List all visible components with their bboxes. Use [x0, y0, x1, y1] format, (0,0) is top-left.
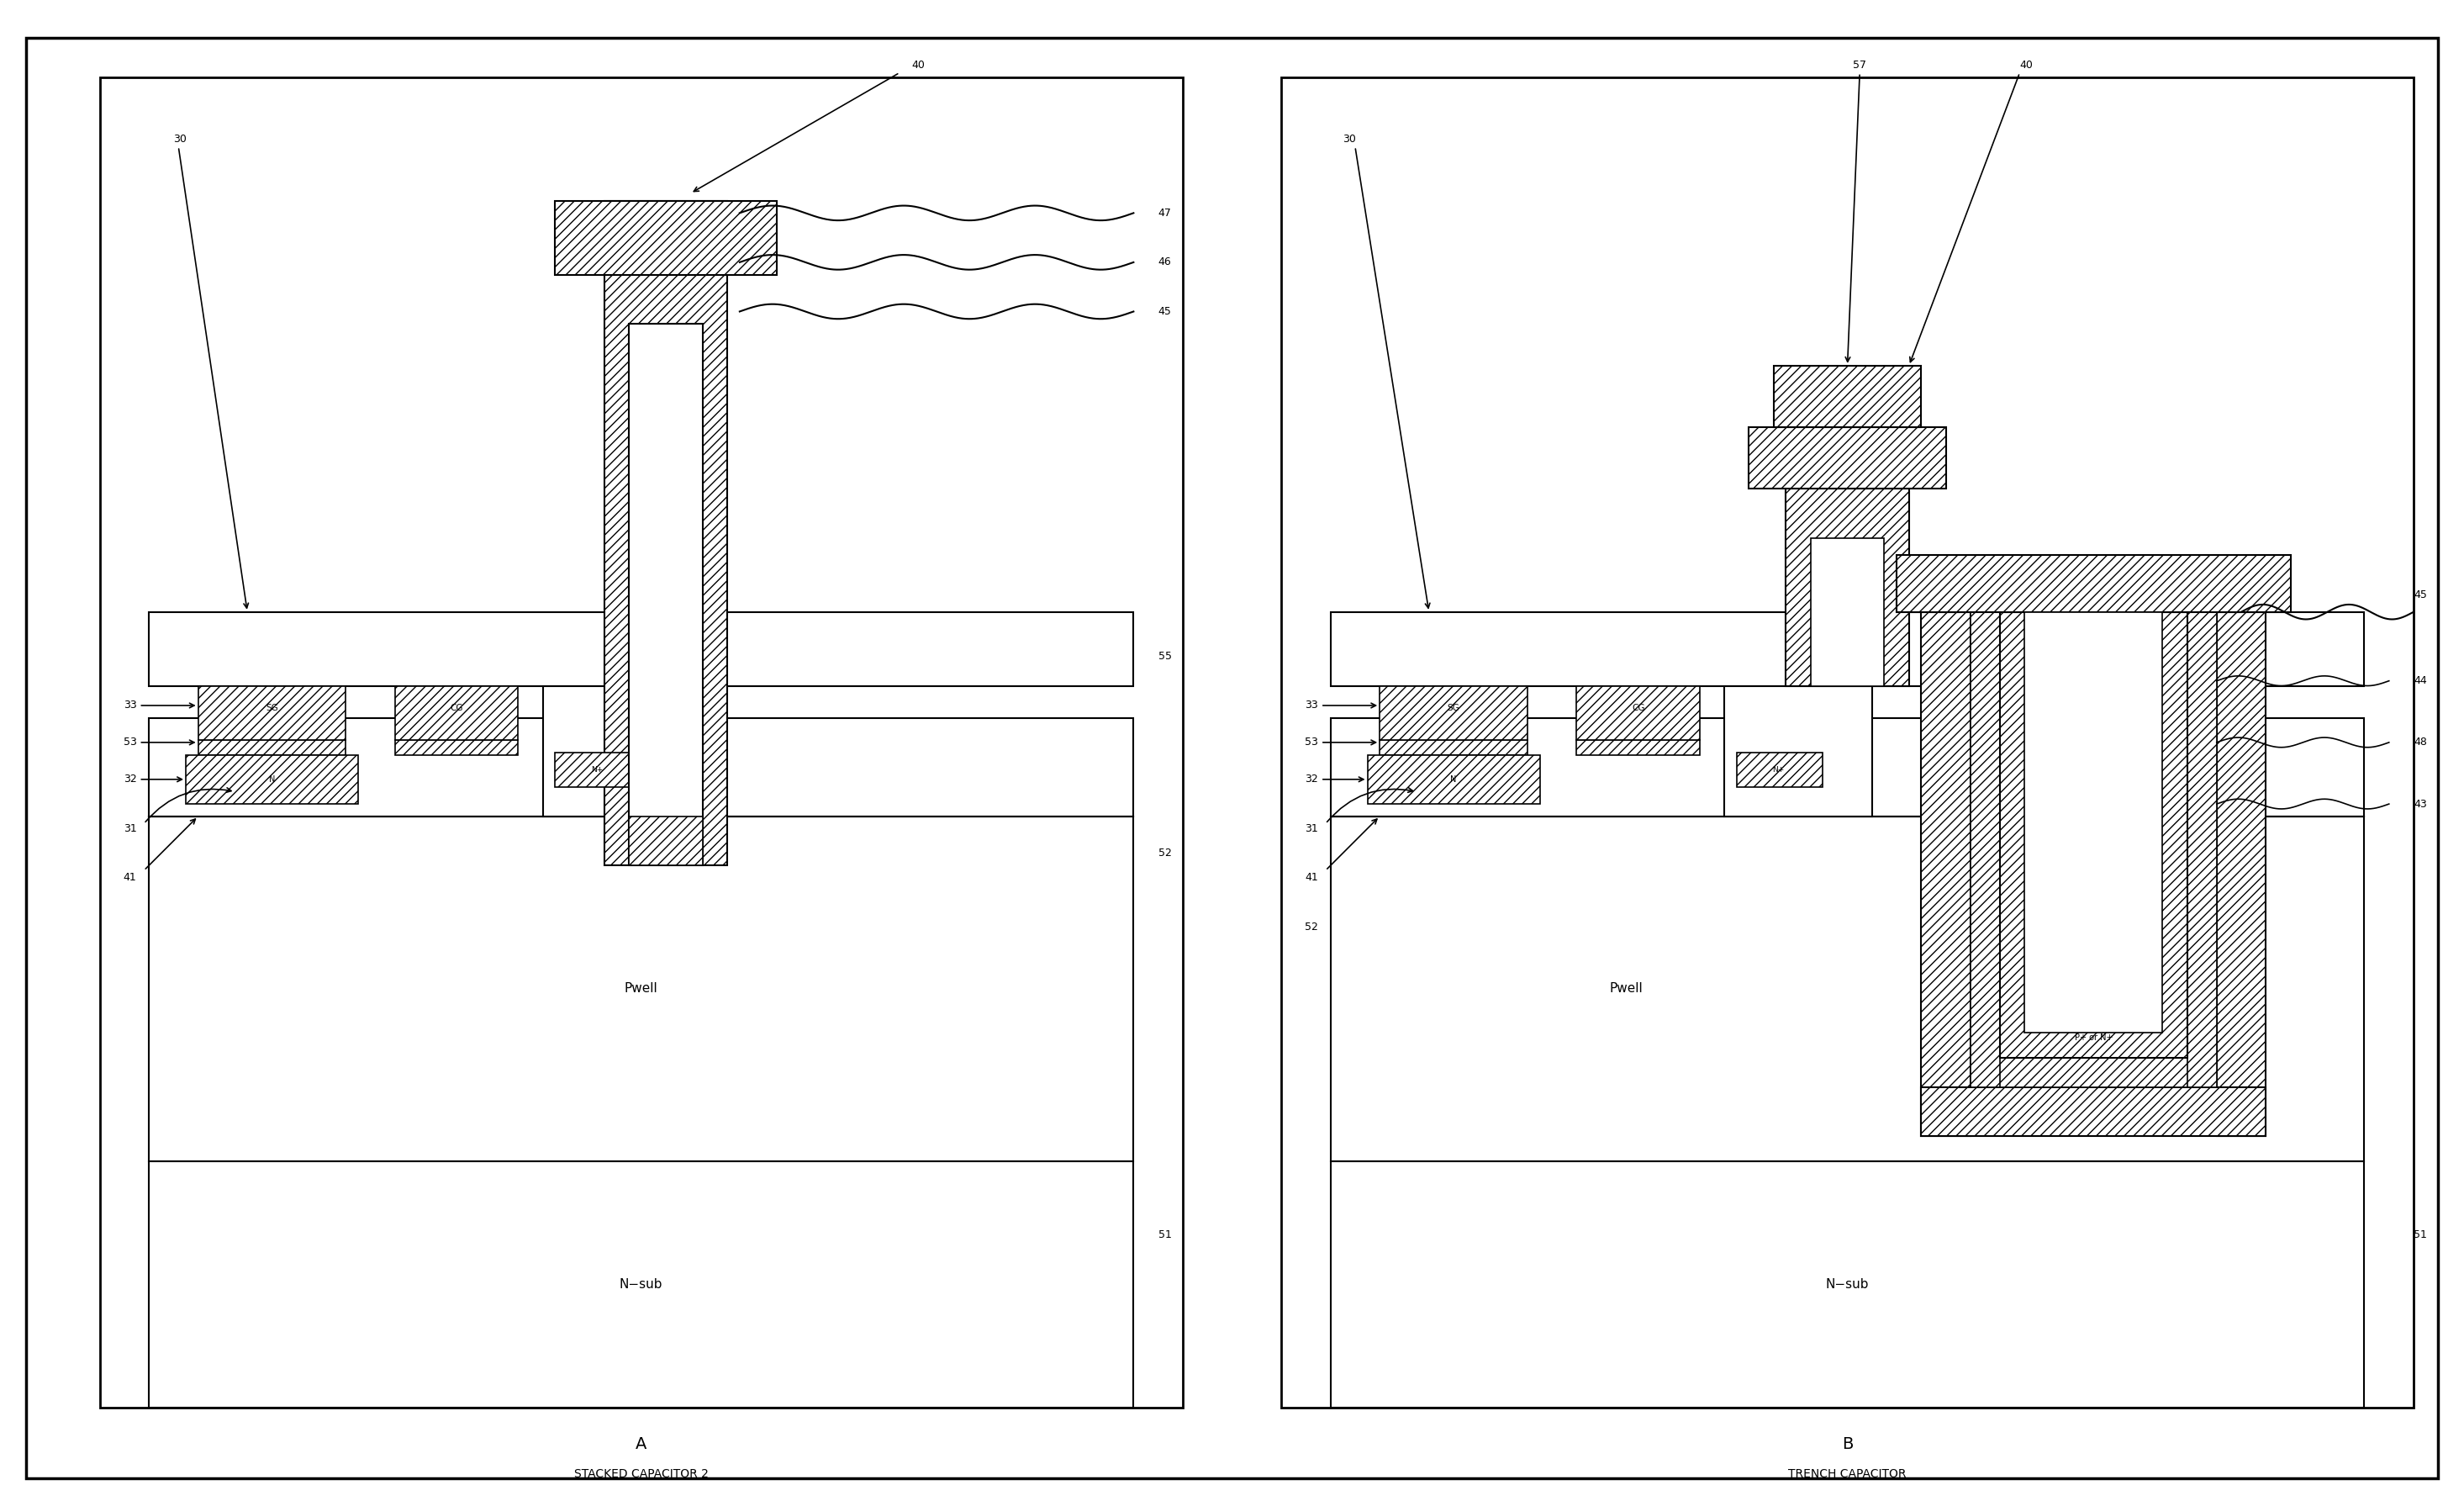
Bar	[1786, 489, 1910, 686]
Bar	[1749, 428, 1947, 489]
Text: N: N	[1451, 775, 1456, 784]
Text: 40: 40	[2020, 59, 2033, 71]
Bar	[1922, 1087, 2267, 1136]
Bar	[1380, 686, 1528, 740]
Text: 44: 44	[2415, 676, 2427, 686]
Text: 51: 51	[1158, 1230, 1170, 1240]
Text: 52: 52	[1306, 922, 1318, 933]
Text: N−sub: N−sub	[1826, 1277, 1870, 1290]
Text: SG: SG	[266, 704, 278, 713]
Text: 51: 51	[2415, 1230, 2427, 1240]
Bar	[2218, 612, 2267, 1136]
Bar	[197, 740, 345, 754]
Text: A: A	[636, 1436, 648, 1452]
Text: P+ or N+: P+ or N+	[2075, 1034, 2112, 1042]
Bar	[604, 200, 727, 866]
Text: 57: 57	[1853, 59, 1865, 71]
Text: 41: 41	[1306, 872, 1318, 884]
Bar	[628, 324, 702, 866]
Text: N: N	[269, 775, 276, 784]
Bar	[394, 740, 517, 754]
Text: 45: 45	[2415, 590, 2427, 600]
Text: Pwell: Pwell	[623, 983, 658, 995]
Bar	[1971, 1057, 2218, 1087]
Bar	[99, 77, 1183, 1408]
Bar	[2001, 612, 2188, 1057]
Bar	[1281, 77, 2415, 1408]
Text: 33: 33	[1306, 699, 1318, 711]
Bar	[185, 754, 357, 803]
Bar	[2025, 612, 2163, 1034]
Text: SG: SG	[1446, 704, 1459, 713]
Text: 45: 45	[1158, 306, 1170, 316]
Text: 48: 48	[2415, 737, 2427, 748]
Bar	[148, 1161, 1133, 1408]
Bar	[1331, 612, 2365, 686]
Text: TRENCH CAPACITOR: TRENCH CAPACITOR	[1789, 1467, 1907, 1479]
Text: STACKED CAPACITOR 2: STACKED CAPACITOR 2	[574, 1467, 710, 1479]
Text: CG: CG	[1631, 704, 1643, 713]
Text: 41: 41	[123, 872, 136, 884]
Bar	[1331, 1161, 2365, 1408]
Bar	[1922, 612, 1971, 1136]
Text: 52: 52	[1158, 848, 1170, 858]
Text: 46: 46	[1158, 257, 1170, 267]
Text: 31: 31	[123, 823, 136, 835]
Text: 33: 33	[123, 699, 136, 711]
Bar	[554, 200, 776, 275]
Text: 43: 43	[2415, 799, 2427, 809]
Text: N+: N+	[1772, 766, 1784, 774]
Bar	[1331, 717, 2365, 817]
Bar	[394, 686, 517, 740]
Text: 53: 53	[1306, 737, 1318, 748]
Bar	[1725, 686, 1873, 817]
Bar	[197, 686, 345, 740]
Text: N+: N+	[591, 766, 604, 774]
Text: B: B	[1841, 1436, 1853, 1452]
Bar	[1577, 686, 1700, 740]
Bar	[542, 686, 690, 817]
Text: 40: 40	[912, 59, 926, 71]
Text: Pwell: Pwell	[1609, 983, 1643, 995]
Bar	[1577, 740, 1700, 754]
Bar	[554, 753, 641, 787]
Bar	[1331, 817, 2365, 1161]
Bar	[1971, 612, 2001, 1087]
Bar	[148, 817, 1133, 1161]
Bar	[148, 612, 1133, 686]
Bar	[1897, 555, 2292, 612]
Bar	[1380, 740, 1528, 754]
Text: N−sub: N−sub	[618, 1277, 663, 1290]
Text: 47: 47	[1158, 208, 1170, 218]
Text: 32: 32	[1306, 774, 1318, 784]
Bar	[1774, 365, 1922, 428]
Text: 30: 30	[1343, 134, 1355, 144]
Text: 32: 32	[123, 774, 136, 784]
Bar	[2188, 612, 2218, 1087]
Text: CG: CG	[451, 704, 463, 713]
Bar	[1368, 754, 1540, 803]
Bar	[1737, 753, 1823, 787]
Text: 55: 55	[1158, 650, 1170, 662]
Text: 53: 53	[123, 737, 136, 748]
Text: 30: 30	[172, 134, 187, 144]
Bar	[148, 717, 1133, 817]
Bar	[1811, 538, 1885, 686]
Text: 31: 31	[1306, 823, 1318, 835]
Bar	[628, 817, 702, 866]
